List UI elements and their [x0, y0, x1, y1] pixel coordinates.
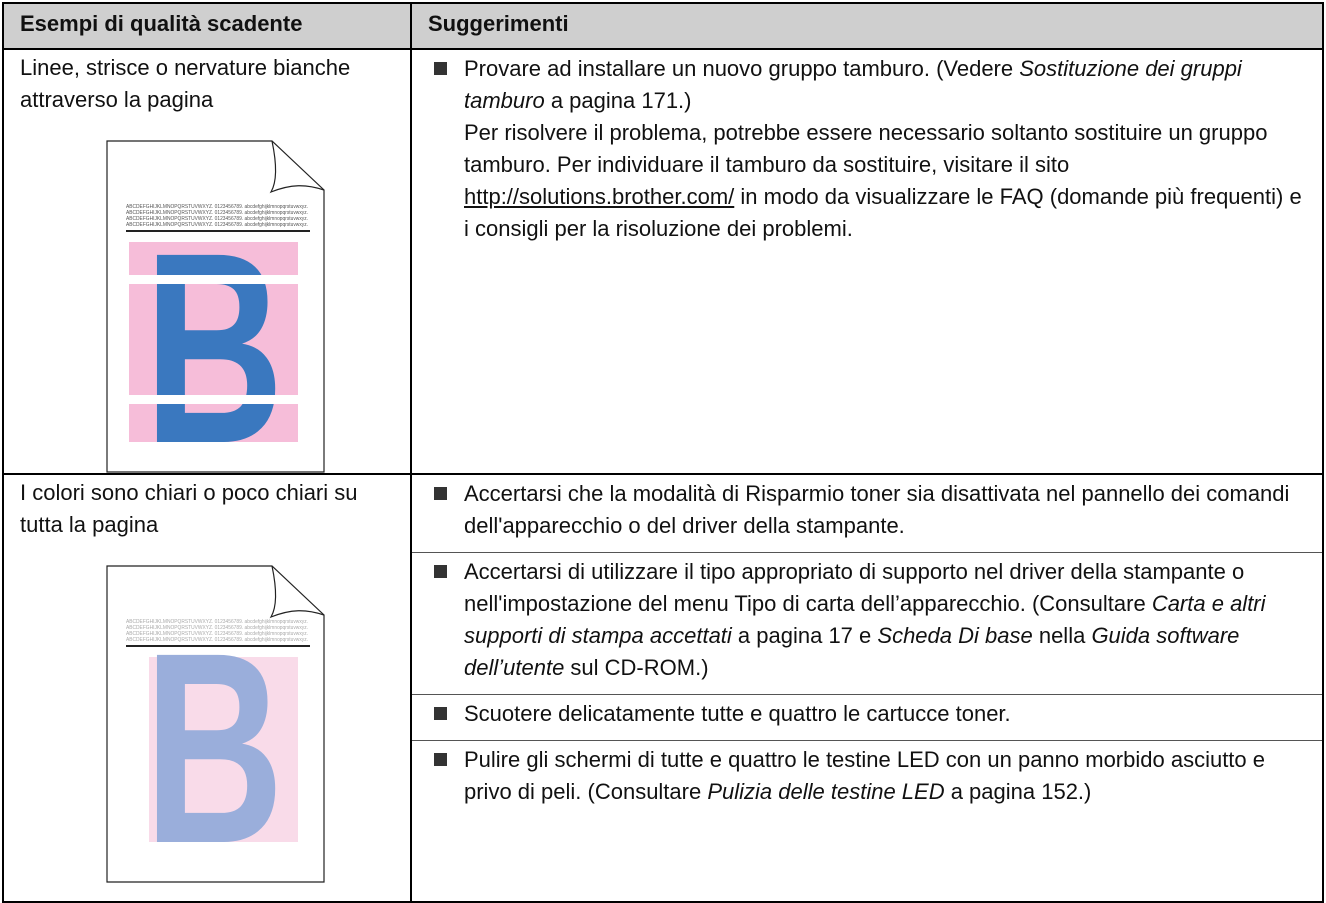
- problem-text: I colori sono chiari o poco chiari su tu…: [20, 480, 358, 537]
- text-segment: Guida software dell’utente: [464, 623, 1240, 680]
- text-segment: a pagina 17 e: [731, 623, 878, 648]
- text-segment: Accertarsi che la modalità di Risparmio …: [464, 481, 1290, 538]
- problem-cell: Linee, strisce o nervature bianche attra…: [2, 48, 412, 475]
- paragraph: Pulire gli schermi di tutte e quattro le…: [464, 744, 1312, 808]
- text-segment: Accertarsi di utilizzare il tipo appropr…: [464, 559, 1245, 616]
- paragraph: Provare ad installare un nuovo gruppo ta…: [464, 53, 1312, 117]
- text-segment: in modo da visualizzare le FAQ (domande …: [464, 184, 1302, 241]
- sample-background: [149, 657, 298, 842]
- sample-letter: B: [144, 196, 284, 473]
- paragraph: Scuotere delicatamente tutte e quattro l…: [464, 698, 1312, 730]
- suggestion: Accertarsi di utilizzare il tipo appropr…: [412, 552, 1322, 694]
- text-segment: sul CD-ROM.): [564, 655, 709, 680]
- sample-text: ABCDEFGHIJKLMNOPQRSTUVWXYZ. 0123456789. …: [126, 637, 308, 643]
- suggestion: Scuotere delicatamente tutte e quattro l…: [412, 694, 1322, 740]
- sample-text: ABCDEFGHIJKLMNOPQRSTUVWXYZ. 0123456789. …: [126, 204, 308, 210]
- suggestion-cell: Provare ad installare un nuovo gruppo ta…: [410, 48, 1324, 475]
- header-row: Esempi di qualità scadente Suggerimenti: [2, 2, 1324, 50]
- page-fold: [269, 140, 325, 194]
- problem-cell: I colori sono chiari o poco chiari su tu…: [2, 473, 412, 903]
- text-segment: nella: [1032, 623, 1092, 648]
- sample-letter: B: [144, 596, 284, 883]
- white-stripe: [129, 395, 298, 404]
- text-segment: Pulizia delle testine LED: [707, 779, 945, 804]
- text-segment: Provare ad installare un nuovo gruppo ta…: [464, 56, 1020, 81]
- sample-text: ABCDEFGHIJKLMNOPQRSTUVWXYZ. 0123456789. …: [126, 222, 308, 228]
- table-row: I colori sono chiari o poco chiari su tu…: [2, 473, 1324, 903]
- paragraph: Accertarsi che la modalità di Risparmio …: [464, 478, 1312, 542]
- white-stripe: [129, 275, 298, 284]
- sample-text: ABCDEFGHIJKLMNOPQRSTUVWXYZ. 0123456789. …: [126, 216, 308, 222]
- sample-text: ABCDEFGHIJKLMNOPQRSTUVWXYZ. 0123456789. …: [126, 210, 308, 216]
- text-segment: Pulire gli schermi di tutte e quattro le…: [464, 747, 1266, 804]
- text-segment: Sostituzione dei gruppi tamburo: [464, 56, 1242, 113]
- text-segment: a pagina 152.): [944, 779, 1092, 804]
- text-segment: Scheda Di base: [877, 623, 1033, 648]
- table-body: Linee, strisce o nervature bianche attra…: [2, 48, 1324, 903]
- header-cell: Esempi di qualità scadente: [2, 2, 412, 50]
- text-segment: a pagina 171.): [544, 88, 692, 113]
- paragraph: Per risolvere il problema, potrebbe esse…: [464, 117, 1312, 245]
- suggestion: Pulire gli schermi di tutte e quattro le…: [412, 740, 1322, 818]
- sample-text: ABCDEFGHIJKLMNOPQRSTUVWXYZ. 0123456789. …: [126, 619, 308, 625]
- table-row: Linee, strisce o nervature bianche attra…: [2, 48, 1324, 475]
- suggestion: Provare ad installare un nuovo gruppo ta…: [412, 50, 1322, 255]
- bullet: [434, 487, 447, 500]
- sample-page: ABCDEFGHIJKLMNOPQRSTUVWXYZ. 0123456789. …: [106, 140, 325, 473]
- page-fold: [269, 565, 325, 619]
- text-segment: Per risolvere il problema, potrebbe esse…: [464, 120, 1268, 177]
- bullet: [434, 707, 447, 720]
- bullet: [434, 565, 447, 578]
- paragraph: Accertarsi di utilizzare il tipo appropr…: [464, 556, 1312, 684]
- header-cell: Suggerimenti: [410, 2, 1324, 50]
- suggestion-cell: Accertarsi che la modalità di Risparmio …: [410, 473, 1324, 903]
- sample-page: ABCDEFGHIJKLMNOPQRSTUVWXYZ. 0123456789. …: [106, 565, 325, 883]
- problem-text: Linee, strisce o nervature bianche attra…: [20, 55, 351, 112]
- suggestion: Accertarsi che la modalità di Risparmio …: [412, 475, 1322, 552]
- sample-text: ABCDEFGHIJKLMNOPQRSTUVWXYZ. 0123456789. …: [126, 631, 308, 637]
- text-segment: Carta e altri supporti di stampa accetta…: [464, 591, 1266, 648]
- bullet: [434, 753, 447, 766]
- bullet: [434, 62, 447, 75]
- link: http://solutions.brother.com/: [464, 184, 735, 209]
- sample-text: ABCDEFGHIJKLMNOPQRSTUVWXYZ. 0123456789. …: [126, 625, 308, 631]
- text-segment: Scuotere delicatamente tutte e quattro l…: [464, 701, 1011, 726]
